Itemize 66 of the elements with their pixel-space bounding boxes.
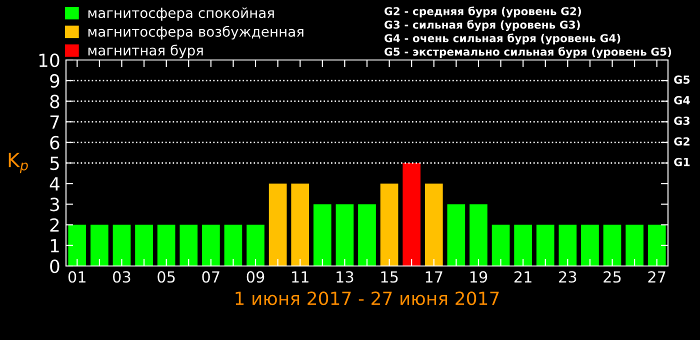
- y-tick-label: 8: [50, 94, 60, 108]
- bar: [447, 204, 466, 266]
- bar: [648, 224, 666, 266]
- x-tick-label: 13: [336, 271, 354, 283]
- x-tick-label: 21: [514, 271, 532, 282]
- bar: [470, 204, 488, 266]
- text: G5 - экстремально сильная буря (уровень G5): [384, 47, 672, 58]
- x-tick-label: 23: [559, 271, 576, 283]
- bar: [514, 224, 532, 266]
- bar: [313, 204, 332, 266]
- y-tick-label: 6: [50, 136, 60, 150]
- x-tick-label: 27: [648, 271, 666, 282]
- bar: [402, 163, 421, 266]
- bar: [157, 224, 176, 266]
- x-tick-label: 19: [470, 271, 488, 283]
- legend-label: магнитосфера возбужденная: [88, 26, 304, 40]
- bar: [135, 224, 153, 266]
- text: G2 - средняя буря (уровень G2): [384, 6, 581, 18]
- x-tick-label: 25: [604, 271, 621, 283]
- bar: [424, 184, 443, 266]
- x-tick-label: 15: [381, 271, 398, 283]
- bar: [626, 224, 644, 266]
- x-tick-label: 11: [292, 271, 308, 282]
- x-tick-label: 03: [113, 271, 130, 283]
- text: G4 - очень сильная буря (уровень G4): [384, 34, 620, 44]
- bar: [68, 224, 86, 266]
- bar: [380, 184, 398, 266]
- ref-line-label: G4: [674, 96, 690, 104]
- ref-line-label: G3: [674, 116, 690, 126]
- bar: [268, 184, 287, 266]
- x-axis-title: 1 июня 2017 - 27 июня 2017: [236, 292, 499, 306]
- x-tick-label: 09: [246, 271, 264, 283]
- x-tick-label: 01: [68, 271, 86, 283]
- y-axis-title: K$_{p}$: [8, 152, 28, 174]
- y-tick-label: 7: [50, 115, 59, 129]
- y-tick-label: 9: [50, 74, 60, 88]
- bar: [90, 224, 108, 266]
- y-tick-label: 1: [50, 239, 59, 252]
- bar: [291, 184, 310, 266]
- bar: [202, 224, 220, 266]
- legend-label: магнитосфера спокойная: [88, 7, 274, 21]
- bar: [224, 224, 242, 266]
- text: G3 - сильная буря (уровень G3): [384, 20, 580, 31]
- bar: [180, 224, 198, 266]
- bar: [581, 224, 599, 266]
- legend-label: магнитная буря: [88, 44, 203, 58]
- bar: [558, 224, 577, 266]
- y-tick-label: 4: [50, 177, 60, 190]
- bar: [358, 204, 376, 266]
- ref-line-label: G5: [674, 75, 690, 84]
- x-tick-label: 05: [158, 271, 175, 283]
- y-tick-label: 2: [50, 218, 59, 232]
- bar: [492, 224, 510, 266]
- y-tick-label: 5: [50, 156, 59, 170]
- x-tick-label: 07: [202, 271, 220, 283]
- ref-line-label: G1: [674, 158, 690, 166]
- ref-line-label: G2: [674, 137, 690, 146]
- bar: [112, 224, 131, 266]
- y-tick-label: 0: [50, 259, 60, 274]
- y-tick-label: 3: [50, 198, 59, 212]
- bar: [536, 224, 554, 266]
- x-tick-label: 17: [426, 271, 442, 282]
- bar: [246, 224, 264, 266]
- y-tick-label: 10: [39, 53, 60, 68]
- bar: [336, 204, 354, 266]
- bar: [603, 224, 622, 266]
